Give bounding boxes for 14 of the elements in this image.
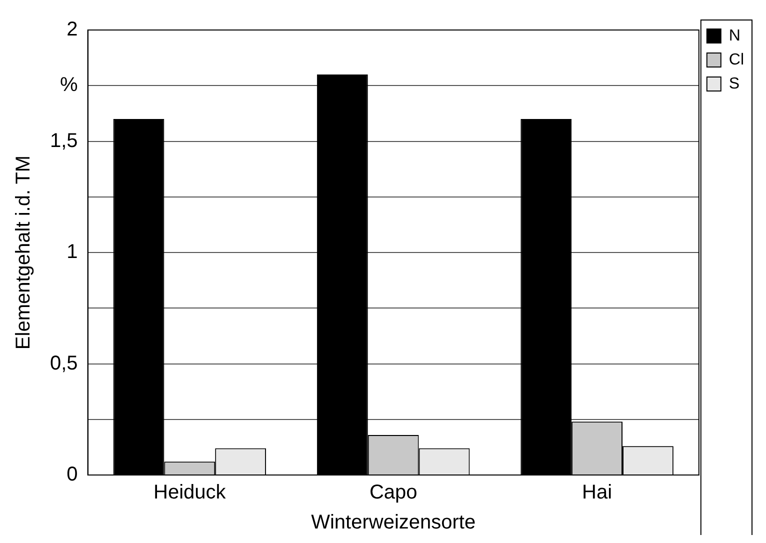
- y-tick-label: 2: [66, 18, 78, 41]
- x-tick-label: Hai: [582, 482, 612, 504]
- x-axis-title: Winterweizensorte: [311, 512, 476, 534]
- legend-label: Cl: [728, 51, 744, 68]
- y-axis-title: Elementgehalt i.d. TM: [12, 155, 35, 350]
- y-tick-label: 1,5: [50, 130, 78, 152]
- y-tick-label: 1: [66, 241, 78, 264]
- y-tick-label: 0: [66, 464, 78, 486]
- y-tick-label: 0,5: [50, 352, 78, 374]
- y-tick-label: %: [60, 74, 78, 96]
- x-tick-label: Capo: [369, 482, 418, 504]
- x-tick-label: Heiduck: [154, 482, 227, 504]
- legend-label: N: [728, 27, 740, 44]
- legend-label: S: [728, 75, 740, 92]
